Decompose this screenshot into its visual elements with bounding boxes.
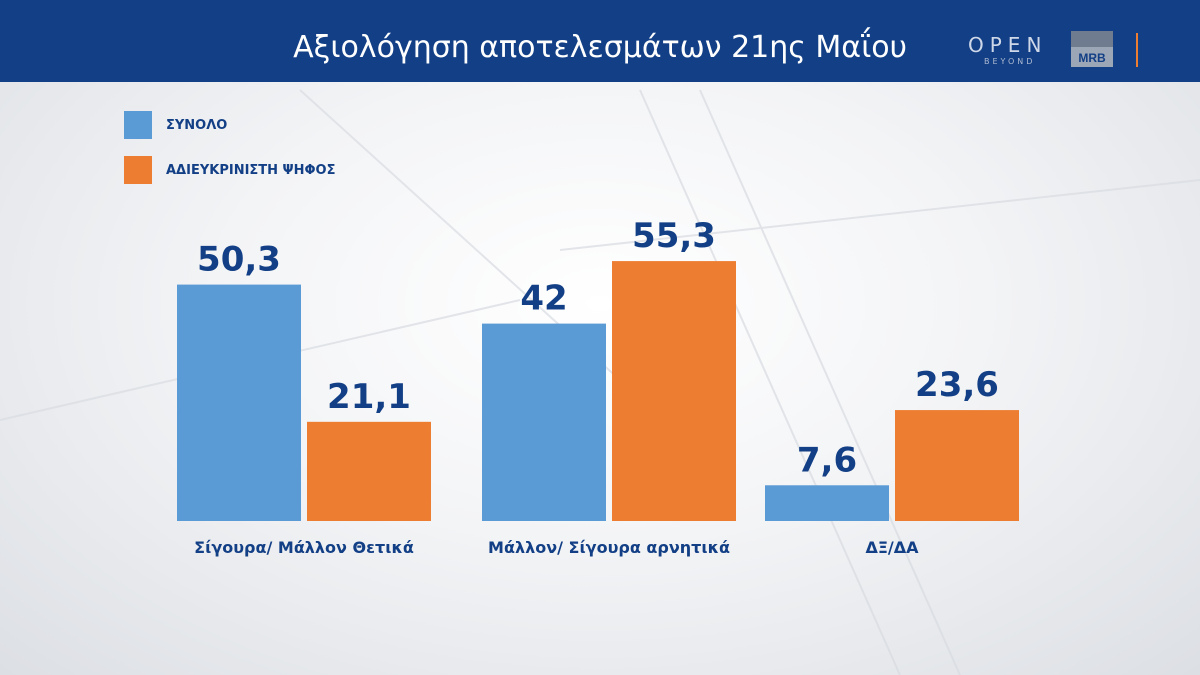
legend-swatch-series-1 (124, 111, 152, 139)
category-label-dk-na: ΔΞ/ΔΑ (865, 538, 919, 557)
open-logo-tagline: BEYOND (984, 57, 1036, 66)
data-label-positive-series-2: 21,1 (327, 377, 411, 417)
category-label-negative: Μάλλον/ Σίγουρα αρνητικά (488, 538, 730, 557)
bar-dk-na-series-1 (765, 485, 889, 521)
bar-dk-na-series-2 (895, 410, 1019, 521)
data-label-dk-na-series-1: 7,6 (797, 440, 857, 480)
category-label-positive: Σίγουρα/ Μάλλον Θετικά (194, 538, 414, 557)
data-label-negative-series-2: 55,3 (632, 216, 716, 256)
data-label-negative-series-1: 42 (520, 279, 567, 319)
legend-label-series-2: ΑΔΙΕΥΚΡΙΝΙΣΤΗ ΨΗΦΟΣ (166, 163, 336, 178)
bar-positive-series-2 (307, 421, 431, 521)
logo-separator (1136, 33, 1138, 67)
bar-negative-series-2 (612, 261, 736, 521)
data-label-dk-na-series-2: 23,6 (915, 365, 999, 405)
mrb-logo-text: MRB (1078, 51, 1106, 65)
page-title: Αξιολόγηση αποτελεσμάτων 21ης Μαΐου (293, 30, 907, 65)
legend-label-series-1: ΣΥΝΟΛΟ (166, 118, 228, 133)
bar-negative-series-1 (482, 323, 606, 521)
bar-positive-series-1 (177, 284, 301, 521)
mrb-logo-bar (1071, 31, 1113, 47)
data-label-positive-series-1: 50,3 (197, 240, 281, 280)
mrb-logo: MRB (1071, 31, 1113, 67)
header-bar: Αξιολόγηση αποτελεσμάτων 21ης Μαΐου OPEN… (0, 0, 1200, 82)
open-logo: OPEN (968, 33, 1048, 57)
legend-swatch-series-2 (124, 156, 152, 184)
